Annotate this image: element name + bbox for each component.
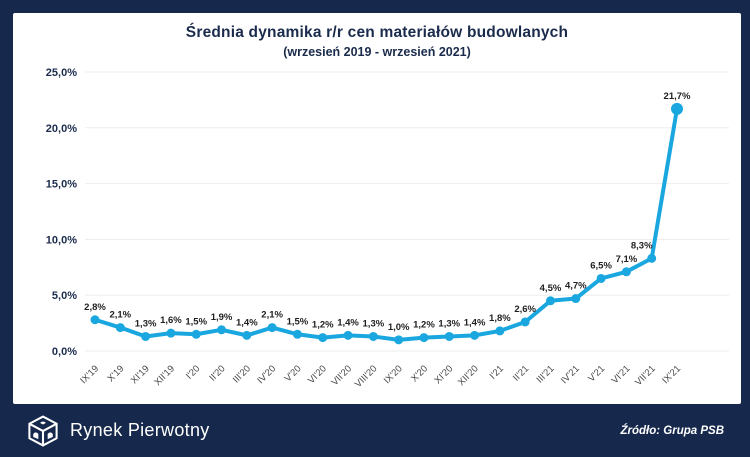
y-axis-tick-label: 20,0%	[46, 123, 77, 135]
data-point	[596, 273, 606, 283]
data-point	[191, 329, 201, 339]
data-point	[318, 333, 328, 343]
x-axis-tick-label: VIII'20	[353, 363, 380, 390]
data-point-label: 2,6%	[514, 304, 536, 315]
footer-bar: Rynek Pierwotny Źródło: Grupa PSB	[0, 404, 750, 457]
data-point-label: 1,5%	[287, 316, 309, 327]
x-axis-tick-label: III'20	[231, 363, 253, 385]
data-point-label: 2,1%	[109, 310, 131, 321]
data-point-label: 1,3%	[363, 318, 385, 329]
data-point-label: 1,3%	[438, 318, 460, 329]
data-point	[90, 315, 100, 325]
data-point-label: 1,5%	[185, 316, 207, 327]
data-line	[93, 106, 679, 342]
x-axis-tick-label: VI'20	[306, 363, 329, 386]
x-axis-tick-label: XII'19	[152, 363, 177, 388]
x-axis-tick-label: XII'20	[456, 363, 481, 388]
x-axis-tick-label: V'21	[586, 363, 607, 384]
x-axis-tick-label: X'19	[105, 363, 126, 384]
data-point-label: 1,9%	[211, 312, 233, 323]
data-point-label: 4,7%	[565, 281, 587, 292]
data-point-label: 6,5%	[590, 260, 612, 271]
y-axis-tick-label: 10,0%	[46, 234, 77, 246]
data-point	[292, 329, 302, 339]
x-axis-tick-label: III'21	[534, 363, 556, 385]
data-point	[217, 325, 227, 335]
brand-logo: Rynek Pierwotny	[26, 414, 210, 448]
y-axis-tick-label: 25,0%	[46, 67, 77, 79]
x-axis-tick-label: VI'21	[610, 363, 633, 386]
data-point	[621, 267, 631, 277]
data-point	[545, 296, 555, 306]
data-point	[343, 330, 353, 340]
data-point	[394, 335, 404, 345]
data-point-label: 2,1%	[261, 310, 283, 321]
data-point-label: 7,1%	[616, 254, 638, 265]
data-point	[115, 323, 125, 333]
data-point-label: 1,8%	[489, 313, 511, 324]
data-point	[495, 326, 505, 336]
x-axis-tick-label: X'20	[409, 363, 430, 384]
data-point	[444, 331, 454, 341]
data-point-label: 1,4%	[337, 317, 359, 328]
x-axis-tick-label: XI'19	[129, 363, 152, 386]
data-point	[647, 253, 657, 263]
x-axis-tick-label: I'21	[488, 363, 506, 381]
data-point-label: 21,7%	[664, 91, 691, 102]
data-point	[419, 333, 429, 343]
data-point	[166, 328, 176, 338]
data-point-label: 1,0%	[388, 322, 410, 333]
data-point	[571, 294, 581, 304]
source-credit: Źródło: Grupa PSB	[620, 424, 725, 437]
x-axis-tick-label: IX'19	[78, 363, 101, 386]
x-axis-tick-label: VII'21	[633, 363, 658, 388]
data-point	[470, 330, 480, 340]
data-point-label: 1,2%	[312, 320, 334, 331]
y-axis-tick-label: 15,0%	[46, 179, 77, 191]
brand-name: Rynek Pierwotny	[70, 420, 210, 440]
data-point-label: 1,6%	[160, 315, 182, 326]
x-axis-tick-label: VII'20	[329, 363, 354, 388]
line-chart: 25,0%20,0%15,0%10,0%5,0%0,0%IX'19 X'19 XI'…	[46, 67, 729, 390]
x-axis-tick-label: IX'21	[660, 363, 683, 386]
data-point	[671, 102, 683, 115]
y-axis-tick-label: 5,0%	[52, 290, 77, 302]
data-point-label: 1,2%	[413, 320, 435, 331]
data-point	[520, 317, 530, 327]
x-axis-tick-label: IV'20	[255, 363, 278, 386]
x-axis-tick-label: IV'21	[559, 363, 582, 386]
data-point	[368, 331, 378, 341]
data-point	[267, 323, 277, 333]
chart-subtitle: (wrzesień 2019 - wrzesień 2021)	[283, 45, 471, 59]
data-point-label: 4,5%	[540, 283, 562, 294]
data-point	[141, 331, 151, 341]
x-axis-tick-label: II'20	[207, 363, 227, 383]
y-axis-tick-label: 0,0%	[52, 346, 77, 358]
data-point-label: 1,4%	[236, 317, 258, 328]
data-point	[242, 330, 252, 340]
chart-title: Średnia dynamika r/r cen materiałów budo…	[185, 24, 569, 41]
x-axis-tick-label: XI'20	[433, 363, 456, 386]
data-point-label: 1,3%	[135, 318, 157, 329]
x-axis-tick-label: V'20	[283, 363, 304, 384]
cube-house-logo-icon	[28, 415, 58, 446]
chart-card: 25,0% 20,0% 15,0% 10,0% 5,0% 0,0% IX'19 X'19 XI'…	[13, 13, 741, 404]
x-axis-tick-label: IX'20	[382, 363, 405, 386]
data-point-label: 1,4%	[464, 317, 486, 328]
data-point-label: 8,3%	[631, 240, 653, 251]
x-axis-tick-label: I'20	[184, 363, 202, 381]
x-axis-tick-label: II'21	[511, 363, 531, 383]
data-point-label: 2,8%	[84, 302, 106, 313]
